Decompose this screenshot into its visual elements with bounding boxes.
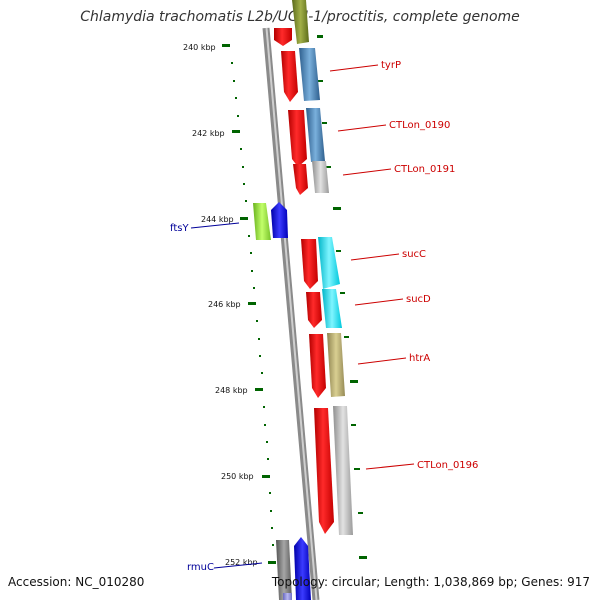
tick-label-246: 246 kbp xyxy=(208,300,241,309)
category-feature xyxy=(312,161,329,193)
cds-feature-rmuC xyxy=(276,540,292,600)
gene-label-rmuC: rmuC xyxy=(187,562,214,573)
tick-label-240: 240 kbp xyxy=(183,43,216,52)
gene-labels: tyrP CTLon_0190 CTLon_0191 sucC sucD htr… xyxy=(170,60,478,573)
cds-feature xyxy=(274,28,292,46)
gene-label-CTLon_0191: CTLon_0191 xyxy=(394,164,455,175)
tick-label-244: 244 kbp xyxy=(201,215,234,224)
gene-label-sucD: sucD xyxy=(406,294,431,305)
cds-feature xyxy=(293,164,308,195)
genome-summary: Topology: circular; Length: 1,038,869 bp… xyxy=(271,575,590,589)
cds-feature-ftsY xyxy=(253,203,271,240)
cds-feature xyxy=(294,537,311,600)
cds-feature xyxy=(281,51,298,102)
gene-label-htrA: htrA xyxy=(409,353,430,364)
position-labels: 240 kbp 242 kbp 244 kbp 246 kbp 248 kbp … xyxy=(183,43,258,567)
category-feature xyxy=(318,237,340,289)
cds-feature xyxy=(271,202,288,238)
tick-label-242: 242 kbp xyxy=(192,129,225,138)
category-feature xyxy=(306,108,325,162)
cds-track xyxy=(274,28,334,534)
genome-backbone xyxy=(262,27,320,600)
gene-label-tyrP: tyrP xyxy=(381,60,401,71)
label-connectors xyxy=(190,64,415,569)
tick-label-252: 252 kbp xyxy=(225,558,258,567)
cds-feature xyxy=(314,408,334,534)
tick-label-250: 250 kbp xyxy=(221,472,254,481)
tick-label-248: 248 kbp xyxy=(215,386,248,395)
position-ticks xyxy=(222,35,367,564)
category-feature xyxy=(322,289,342,328)
cds-feature xyxy=(301,239,318,289)
reverse-track xyxy=(253,202,311,600)
gene-label-ftsY: ftsY xyxy=(170,223,189,234)
gene-label-CTLon_0196: CTLon_0196 xyxy=(417,460,478,471)
gene-label-sucC: sucC xyxy=(402,249,426,260)
category-track xyxy=(292,0,353,535)
cds-feature xyxy=(288,110,307,167)
category-feature xyxy=(333,406,353,535)
category-feature xyxy=(299,48,320,101)
cds-feature xyxy=(306,292,322,328)
cds-feature xyxy=(309,334,326,398)
accession-text: Accession: NC_010280 xyxy=(8,575,145,589)
category-feature xyxy=(327,333,345,397)
gene-label-CTLon_0190: CTLon_0190 xyxy=(389,120,450,131)
category-feature xyxy=(292,0,309,44)
